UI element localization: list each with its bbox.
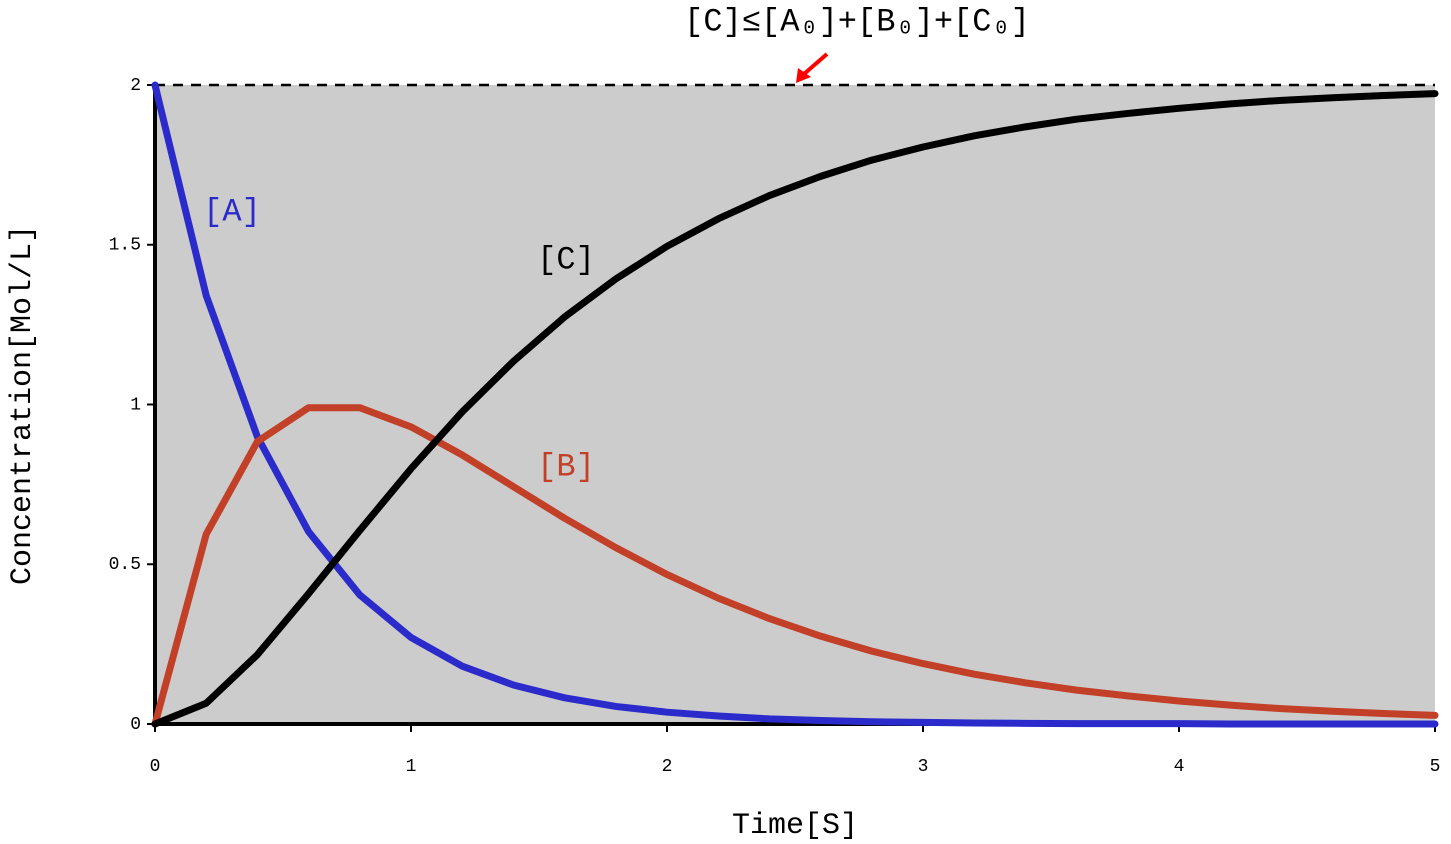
x-tick-label: 3 bbox=[918, 757, 929, 777]
y-tick-label: 2 bbox=[130, 76, 141, 96]
x-tick-label: 5 bbox=[1430, 757, 1441, 777]
x-tick-label: 4 bbox=[1174, 757, 1185, 777]
series-line bbox=[151, 81, 1439, 728]
series-label: [C] bbox=[537, 241, 595, 278]
y-tick-label: 0.5 bbox=[109, 555, 141, 575]
series-label: [B] bbox=[537, 448, 595, 485]
y-tick-label: 0 bbox=[130, 715, 141, 735]
series-line bbox=[151, 90, 1439, 728]
series-line bbox=[151, 404, 1439, 728]
annotation-arrowhead bbox=[796, 68, 811, 83]
y-tick-label: 1.5 bbox=[109, 236, 141, 256]
x-tick-label: 2 bbox=[662, 757, 673, 777]
series-label: [A] bbox=[203, 193, 261, 230]
y-tick-label: 1 bbox=[130, 395, 141, 415]
annotation-arrow bbox=[802, 52, 829, 76]
x-tick-label: 0 bbox=[150, 757, 161, 777]
y-axis-label: Concentration[Mol/L] bbox=[6, 225, 40, 585]
x-tick-label: 1 bbox=[406, 757, 417, 777]
bound-annotation: [C]≤[A₀]+[B₀]+[C₀] bbox=[684, 3, 1030, 40]
x-axis-label: Time[S] bbox=[732, 809, 858, 843]
plot-background bbox=[155, 85, 1435, 724]
